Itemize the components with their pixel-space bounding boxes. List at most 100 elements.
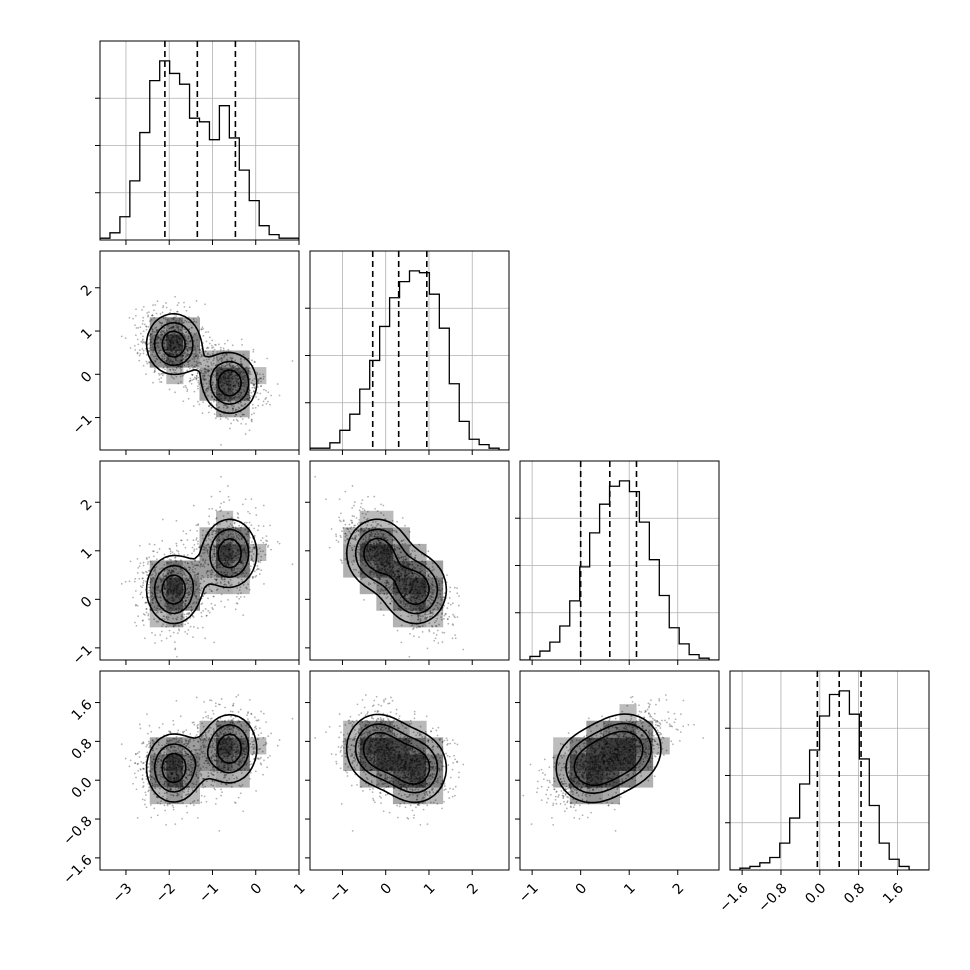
density-cell: [149, 560, 167, 578]
sample-point: [226, 406, 229, 409]
sample-point: [398, 585, 400, 588]
sample-point: [179, 380, 182, 383]
sample-point: [227, 542, 230, 545]
sample-point: [185, 345, 188, 348]
sample-point: [235, 413, 237, 416]
sample-point: [204, 378, 207, 381]
sample-point: [165, 330, 168, 333]
sample-point: [138, 349, 141, 352]
sample-point: [381, 563, 384, 566]
sample-point: [413, 579, 416, 581]
sample-point: [339, 534, 342, 537]
sample-point: [416, 577, 418, 580]
sample-point: [215, 509, 217, 512]
sample-point: [405, 578, 408, 581]
sample-point: [211, 383, 214, 386]
sample-point: [167, 593, 170, 596]
sample-point: [221, 559, 224, 562]
sample-point: [139, 562, 142, 565]
sample-point: [397, 564, 400, 567]
sample-point: [403, 578, 406, 581]
sample-point: [228, 525, 231, 528]
sample-point: [169, 345, 172, 348]
sample-point: [169, 613, 172, 616]
sample-point: [383, 553, 386, 556]
sample-point: [391, 529, 394, 532]
sample-point: [170, 342, 172, 345]
sample-point: [221, 368, 223, 371]
sample-point: [168, 388, 171, 391]
sample-point: [373, 554, 376, 557]
sample-point: [206, 387, 208, 390]
sample-point: [161, 567, 164, 569]
sample-point: [351, 506, 354, 509]
sample-point: [365, 550, 368, 553]
sample-point: [398, 575, 401, 578]
sample-point: [166, 572, 169, 575]
sample-point: [195, 524, 198, 527]
sample-point: [415, 598, 418, 600]
sample-point: [238, 385, 240, 388]
sample-point: [167, 583, 169, 586]
sample-point: [215, 391, 218, 394]
sample-point: [145, 611, 148, 614]
sample-point: [187, 566, 190, 569]
sample-point: [430, 602, 432, 605]
sample-point: [231, 398, 234, 400]
sample-point: [142, 577, 144, 580]
sample-point: [386, 592, 389, 594]
sample-point: [173, 346, 175, 349]
sample-point: [433, 589, 436, 592]
sample-point: [368, 527, 370, 530]
sample-point: [160, 610, 162, 613]
sample-point: [186, 352, 189, 355]
sample-point: [235, 551, 238, 554]
sample-point: [238, 570, 241, 572]
sample-point: [257, 560, 260, 563]
sample-point: [378, 543, 381, 546]
sample-point: [372, 560, 375, 562]
sample-point: [269, 524, 271, 527]
sample-point: [278, 542, 281, 545]
sample-point: [185, 532, 188, 535]
sample-point: [218, 395, 221, 398]
sample-point: [208, 342, 211, 345]
sample-point: [409, 582, 411, 585]
sample-point: [212, 362, 215, 365]
sample-point: [370, 535, 373, 537]
sample-point: [163, 618, 166, 621]
sample-point: [386, 559, 389, 562]
sample-point: [372, 546, 375, 549]
sample-point: [385, 584, 388, 587]
sample-point: [252, 350, 255, 353]
sample-point: [424, 572, 427, 574]
sample-point: [380, 569, 382, 572]
sample-point: [353, 545, 356, 548]
sample-point: [186, 348, 189, 351]
sample-point: [194, 590, 196, 593]
sample-point: [407, 562, 410, 565]
sample-point: [175, 350, 177, 353]
sample-point: [217, 406, 220, 409]
sample-point: [245, 381, 247, 384]
sample-point: [159, 567, 161, 570]
sample-point: [219, 550, 222, 553]
sample-point: [155, 771, 158, 774]
sample-point: [222, 349, 225, 352]
sample-point: [223, 532, 226, 534]
sample-point: [170, 352, 173, 355]
sample-point: [220, 593, 223, 596]
sample-point: [185, 309, 188, 312]
sample-point: [187, 343, 190, 345]
sample-point: [170, 350, 173, 352]
sample-point: [248, 367, 251, 370]
sample-point: [180, 354, 183, 357]
sample-point: [257, 524, 260, 527]
sample-point: [212, 563, 215, 566]
sample-point: [385, 593, 388, 596]
sample-point: [436, 601, 439, 604]
sample-point: [393, 559, 396, 562]
sample-point: [186, 587, 189, 590]
sample-point: [427, 578, 430, 581]
sample-point: [235, 555, 238, 558]
